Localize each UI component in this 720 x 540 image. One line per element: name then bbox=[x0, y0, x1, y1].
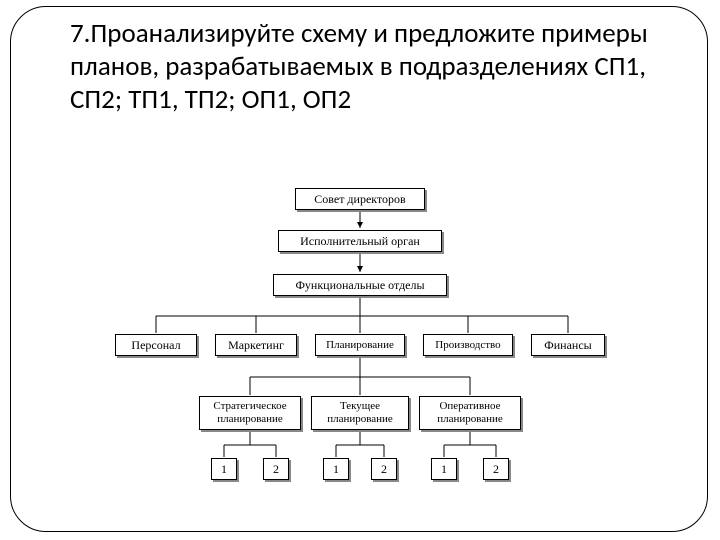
node-d1: Маркетинг bbox=[215, 334, 297, 356]
node-p0: Стратегическое планирование bbox=[199, 396, 301, 430]
node-n0: Совет директоров bbox=[295, 188, 425, 210]
node-l1: 2 bbox=[263, 458, 289, 480]
org-chart: Совет директоров Исполнительный орган Функ… bbox=[115, 188, 605, 508]
node-d3: Производство bbox=[423, 334, 513, 356]
node-d4: Финансы bbox=[531, 334, 605, 356]
page-title: 7.Проанализируйте схему и предложите при… bbox=[70, 18, 660, 117]
node-l3: 2 bbox=[371, 458, 397, 480]
node-l0: 1 bbox=[211, 458, 237, 480]
node-p2: Оперативное планирование bbox=[419, 396, 521, 430]
node-d2: Планирование bbox=[315, 334, 405, 356]
node-d0: Персонал bbox=[115, 334, 197, 356]
node-l2: 1 bbox=[323, 458, 349, 480]
node-p1: Текущее планирование bbox=[311, 396, 409, 430]
node-n2: Функциональные отделы bbox=[273, 274, 447, 296]
node-l5: 2 bbox=[483, 458, 509, 480]
node-n1: Исполнительный орган bbox=[278, 230, 442, 252]
node-l4: 1 bbox=[431, 458, 457, 480]
